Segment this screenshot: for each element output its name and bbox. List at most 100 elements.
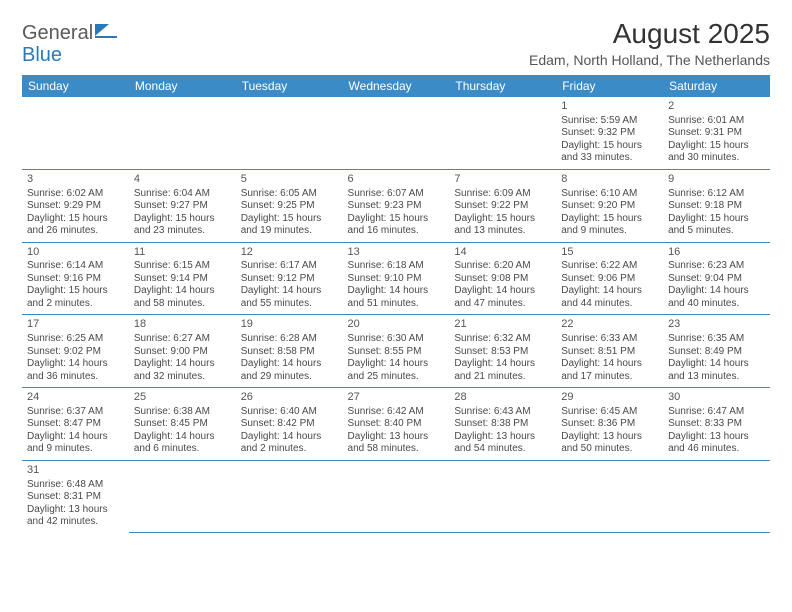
calendar-day-cell: 17Sunrise: 6:25 AMSunset: 9:02 PMDayligh… (22, 315, 129, 388)
calendar-day-cell: 3Sunrise: 6:02 AMSunset: 9:29 PMDaylight… (22, 169, 129, 242)
sunset-text: Sunset: 9:31 PM (668, 127, 765, 140)
sunset-text: Sunset: 8:42 PM (241, 418, 338, 431)
calendar-day-cell: 4Sunrise: 6:04 AMSunset: 9:27 PMDaylight… (129, 169, 236, 242)
daylight-text: Daylight: 13 hours and 54 minutes. (454, 431, 551, 456)
flag-icon (95, 22, 117, 43)
day-number: 8 (561, 173, 658, 187)
weekday-header: Wednesday (343, 75, 450, 97)
daylight-text: Daylight: 15 hours and 30 minutes. (668, 140, 765, 165)
calendar-day-cell: 10Sunrise: 6:14 AMSunset: 9:16 PMDayligh… (22, 242, 129, 315)
day-number: 24 (27, 391, 124, 405)
sunset-text: Sunset: 9:23 PM (348, 200, 445, 213)
sunset-text: Sunset: 9:32 PM (561, 127, 658, 140)
calendar-day-cell (449, 460, 556, 532)
daylight-text: Daylight: 15 hours and 2 minutes. (27, 285, 124, 310)
calendar-day-cell (129, 97, 236, 169)
daylight-text: Daylight: 14 hours and 2 minutes. (241, 431, 338, 456)
day-number: 31 (27, 464, 124, 478)
calendar-day-cell: 31Sunrise: 6:48 AMSunset: 8:31 PMDayligh… (22, 460, 129, 532)
sunset-text: Sunset: 8:51 PM (561, 346, 658, 359)
daylight-text: Daylight: 15 hours and 33 minutes. (561, 140, 658, 165)
weekday-header: Saturday (663, 75, 770, 97)
weekday-header: Friday (556, 75, 663, 97)
sunset-text: Sunset: 9:00 PM (134, 346, 231, 359)
calendar-day-cell: 6Sunrise: 6:07 AMSunset: 9:23 PMDaylight… (343, 169, 450, 242)
calendar-day-cell: 12Sunrise: 6:17 AMSunset: 9:12 PMDayligh… (236, 242, 343, 315)
sunrise-text: Sunrise: 6:38 AM (134, 406, 231, 419)
sunset-text: Sunset: 9:22 PM (454, 200, 551, 213)
daylight-text: Daylight: 13 hours and 46 minutes. (668, 431, 765, 456)
day-number: 17 (27, 318, 124, 332)
calendar-day-cell (449, 97, 556, 169)
calendar-week-row: 17Sunrise: 6:25 AMSunset: 9:02 PM Dayligh… (22, 315, 770, 388)
sunset-text: Sunset: 8:45 PM (134, 418, 231, 431)
sunrise-text: Sunrise: 6:40 AM (241, 406, 338, 419)
calendar-day-cell: 16Sunrise: 6:23 AMSunset: 9:04 PMDayligh… (663, 242, 770, 315)
daylight-text: Daylight: 14 hours and 47 minutes. (454, 285, 551, 310)
weekday-header: Thursday (449, 75, 556, 97)
daylight-text: Daylight: 15 hours and 16 minutes. (348, 213, 445, 238)
day-number: 27 (348, 391, 445, 405)
day-number: 23 (668, 318, 765, 332)
daylight-text: Daylight: 14 hours and 9 minutes. (27, 431, 124, 456)
calendar-week-row: 3Sunrise: 6:02 AMSunset: 9:29 PMDaylight… (22, 169, 770, 242)
calendar-day-cell: 13Sunrise: 6:18 AMSunset: 9:10 PMDayligh… (343, 242, 450, 315)
daylight-text: Daylight: 13 hours and 42 minutes. (27, 504, 124, 529)
calendar-table: Sunday Monday Tuesday Wednesday Thursday… (22, 75, 770, 533)
sunrise-text: Sunrise: 6:15 AM (134, 260, 231, 273)
calendar-day-cell: 18Sunrise: 6:27 AMSunset: 9:00 PMDayligh… (129, 315, 236, 388)
day-number: 26 (241, 391, 338, 405)
weekday-header: Sunday (22, 75, 129, 97)
day-number: 19 (241, 318, 338, 332)
sunset-text: Sunset: 9:20 PM (561, 200, 658, 213)
sunrise-text: Sunrise: 6:07 AM (348, 188, 445, 201)
daylight-text: Daylight: 15 hours and 23 minutes. (134, 213, 231, 238)
logo-part1: General (22, 22, 93, 45)
sunrise-text: Sunrise: 6:43 AM (454, 406, 551, 419)
sunrise-text: Sunrise: 6:25 AM (27, 333, 124, 346)
daylight-text: Daylight: 14 hours and 21 minutes. (454, 358, 551, 383)
calendar-day-cell (343, 97, 450, 169)
sunset-text: Sunset: 9:02 PM (27, 346, 124, 359)
calendar-week-row: 31Sunrise: 6:48 AMSunset: 8:31 PMDayligh… (22, 460, 770, 532)
calendar-day-cell (343, 460, 450, 532)
calendar-day-cell: 5Sunrise: 6:05 AMSunset: 9:25 PMDaylight… (236, 169, 343, 242)
day-number: 15 (561, 246, 658, 260)
sunrise-text: Sunrise: 6:33 AM (561, 333, 658, 346)
daylight-text: Daylight: 14 hours and 40 minutes. (668, 285, 765, 310)
sunrise-text: Sunrise: 6:48 AM (27, 479, 124, 492)
sunset-text: Sunset: 9:08 PM (454, 273, 551, 286)
sunrise-text: Sunrise: 6:20 AM (454, 260, 551, 273)
calendar-day-cell: 22Sunrise: 6:33 AMSunset: 8:51 PMDayligh… (556, 315, 663, 388)
sunset-text: Sunset: 8:38 PM (454, 418, 551, 431)
sunrise-text: Sunrise: 6:35 AM (668, 333, 765, 346)
sunset-text: Sunset: 9:25 PM (241, 200, 338, 213)
sunset-text: Sunset: 9:12 PM (241, 273, 338, 286)
weekday-header-row: Sunday Monday Tuesday Wednesday Thursday… (22, 75, 770, 97)
calendar-day-cell (129, 460, 236, 532)
day-number: 9 (668, 173, 765, 187)
calendar-week-row: 10Sunrise: 6:14 AMSunset: 9:16 PMDayligh… (22, 242, 770, 315)
sunrise-text: Sunrise: 6:32 AM (454, 333, 551, 346)
daylight-text: Daylight: 15 hours and 5 minutes. (668, 213, 765, 238)
day-number: 6 (348, 173, 445, 187)
daylight-text: Daylight: 13 hours and 50 minutes. (561, 431, 658, 456)
day-number: 18 (134, 318, 231, 332)
daylight-text: Daylight: 14 hours and 51 minutes. (348, 285, 445, 310)
sunset-text: Sunset: 9:18 PM (668, 200, 765, 213)
sunrise-text: Sunrise: 6:05 AM (241, 188, 338, 201)
day-number: 21 (454, 318, 551, 332)
day-number: 11 (134, 246, 231, 260)
calendar-day-cell: 24Sunrise: 6:37 AMSunset: 8:47 PMDayligh… (22, 388, 129, 461)
daylight-text: Daylight: 14 hours and 32 minutes. (134, 358, 231, 383)
calendar-day-cell: 27Sunrise: 6:42 AMSunset: 8:40 PMDayligh… (343, 388, 450, 461)
daylight-text: Daylight: 14 hours and 58 minutes. (134, 285, 231, 310)
sunrise-text: Sunrise: 6:01 AM (668, 115, 765, 128)
daylight-text: Daylight: 14 hours and 13 minutes. (668, 358, 765, 383)
calendar-day-cell: 14Sunrise: 6:20 AMSunset: 9:08 PMDayligh… (449, 242, 556, 315)
day-number: 1 (561, 100, 658, 114)
sunset-text: Sunset: 8:40 PM (348, 418, 445, 431)
sunrise-text: Sunrise: 6:17 AM (241, 260, 338, 273)
day-number: 4 (134, 173, 231, 187)
day-number: 29 (561, 391, 658, 405)
